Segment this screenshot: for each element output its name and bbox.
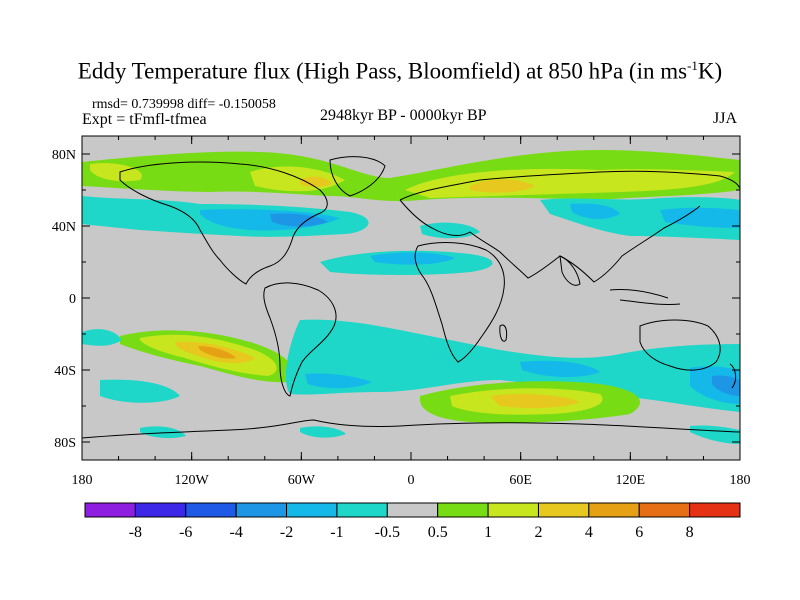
coastline-new-zealand — [729, 363, 737, 389]
coastline-australia — [639, 319, 721, 371]
colorbar-swatch — [487, 502, 539, 518]
field-region — [300, 176, 332, 187]
colorbar-label: 6 — [635, 524, 643, 541]
field-region — [285, 319, 740, 412]
colorbar-swatch — [537, 502, 590, 518]
field-region — [370, 252, 455, 265]
coastline-africa — [414, 242, 505, 363]
colorbar-label: -4 — [229, 524, 242, 541]
field-region — [520, 360, 600, 378]
field-region — [90, 163, 142, 182]
experiment-label: Expt = tFmfl-tfmea — [82, 111, 207, 128]
coastline-indonesia — [609, 289, 681, 305]
coastline-greenland — [329, 156, 386, 197]
x-tick-label: 0 — [408, 473, 415, 488]
colorbar-swatch — [84, 502, 136, 518]
colorbar-label: 4 — [585, 524, 593, 541]
field-region — [198, 346, 236, 359]
coastline-europe-asia — [399, 170, 740, 283]
y-tick-label: 0 — [69, 292, 76, 307]
coastline-north-america — [119, 161, 328, 285]
colorbar: -8 -6 -4 -2 -1 -0.5 0.5 1 2 4 6 8 — [84, 502, 741, 541]
colorbar-label: 8 — [686, 524, 694, 541]
field-region — [300, 426, 346, 438]
season-label: JJA — [713, 110, 738, 127]
colorbar-label: -8 — [129, 524, 142, 541]
field-region — [100, 379, 180, 403]
coastline-antarctica — [82, 419, 740, 439]
coastline-madagascar — [499, 324, 508, 342]
colorbar-swatch — [185, 502, 237, 518]
x-tick-label: 180 — [72, 473, 93, 488]
colorbar-swatch — [336, 502, 388, 518]
x-tick-label: 180 — [730, 473, 751, 488]
coastline-south-america — [263, 282, 337, 397]
map-tick-labels: 180 120W 60W 0 60E 120E 180 80N 40N 0 40S 80S — [52, 148, 751, 488]
plot-title: Eddy Temperature flux (High Pass, Bloomf… — [77, 58, 723, 84]
colorbar-swatch — [437, 502, 489, 518]
colorbar-swatch — [638, 502, 691, 518]
field-region — [490, 394, 580, 409]
colorbar-swatch — [689, 502, 741, 518]
colorbar-label: -1 — [330, 524, 343, 541]
x-tick-label: 60E — [509, 473, 532, 488]
colorbar-swatch — [235, 502, 288, 518]
stats-label: rmsd= 0.739998 diff= -0.150058 — [92, 97, 276, 112]
x-tick-label: 120E — [616, 473, 646, 488]
colorbar-label: 0.5 — [428, 524, 448, 541]
coastline-india — [559, 255, 581, 286]
y-tick-label: 80N — [52, 148, 76, 163]
colorbar-label: 2 — [534, 524, 542, 541]
colorbar-swatch — [286, 502, 338, 518]
field-region — [140, 426, 186, 439]
field-region — [305, 373, 372, 389]
colorbar-swatch — [134, 502, 187, 518]
field-region — [712, 375, 740, 396]
y-tick-label: 40N — [52, 220, 76, 235]
x-tick-label: 60W — [288, 473, 316, 488]
field-region — [82, 329, 122, 346]
period-label: 2948kyr BP - 0000kyr BP — [320, 107, 487, 124]
colorbar-label: -0.5 — [375, 524, 400, 541]
colorbar-swatch — [588, 502, 640, 518]
field-region — [660, 207, 740, 228]
map-ticks — [81, 136, 741, 460]
x-tick-label: 120W — [175, 473, 210, 488]
colorbar-label: -6 — [179, 524, 192, 541]
y-tick-label: 80S — [54, 436, 76, 451]
colorbar-swatch — [386, 502, 439, 518]
coastlines — [82, 156, 740, 439]
colorbar-label: 1 — [484, 524, 492, 541]
map-field — [82, 136, 740, 460]
y-tick-label: 40S — [54, 364, 76, 379]
field-region — [470, 179, 535, 193]
colorbar-label: -2 — [280, 524, 293, 541]
field-region — [570, 203, 620, 220]
